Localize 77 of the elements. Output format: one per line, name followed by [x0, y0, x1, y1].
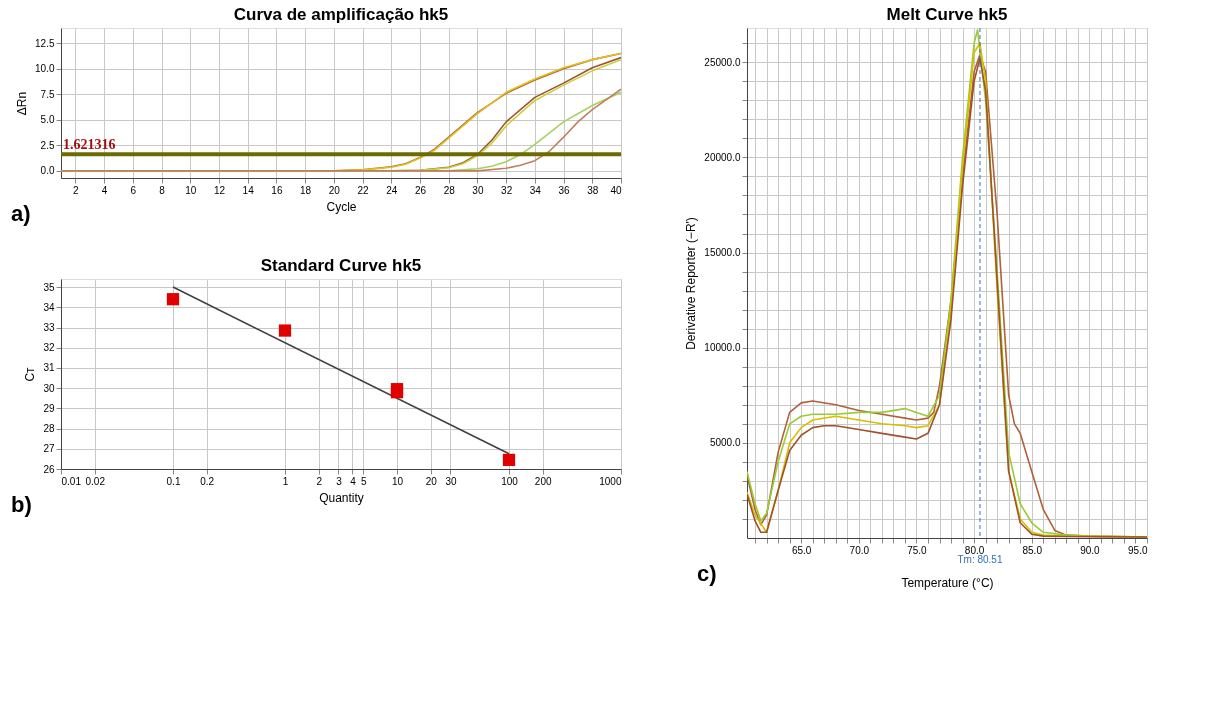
x-tick-label: 100: [501, 475, 519, 487]
y-tick-label: 5000.0: [709, 437, 741, 449]
text: b): [11, 492, 32, 517]
x-tick-label: 20: [425, 475, 438, 487]
x-tick-label: 0.01: [61, 475, 82, 487]
x-tick-label: 28: [443, 184, 456, 196]
y-tick-label: 35: [43, 281, 55, 293]
y-tick-label: 29: [43, 402, 55, 414]
x-tick-label: 85.0: [1022, 544, 1043, 556]
chart-title: Curva de amplificação hk5: [233, 5, 449, 24]
x-tick-label: 24: [386, 184, 398, 196]
y-tick-label: 2.5: [40, 139, 55, 151]
x-tick-label: 90.0: [1080, 544, 1101, 556]
x-tick-label: 32: [501, 184, 513, 196]
x-tick-label: 0.2: [200, 475, 215, 487]
x-tick-label: 30: [472, 184, 484, 196]
x-tick-label: 95.0: [1128, 544, 1148, 556]
x-tick-label: 14: [242, 184, 255, 196]
y-tick-label: 10.0: [35, 63, 55, 75]
x-tick-label: 0.1: [166, 475, 181, 487]
chart-title: Standard Curve hk5: [260, 256, 422, 275]
y-tick-label: 12.5: [35, 37, 55, 49]
x-tick-label: 5: [361, 475, 367, 487]
y-tick-label: 30: [43, 382, 55, 394]
text: a): [11, 201, 31, 226]
y-tick-label: 20000.0: [704, 151, 741, 163]
y-tick-label: 28: [43, 423, 55, 435]
x-tick-label: 4: [350, 475, 357, 487]
y-tick-label: 32: [43, 342, 55, 354]
text: c): [697, 561, 717, 586]
y-tick-label: 27: [43, 443, 55, 455]
y-tick-label: 0.0: [40, 165, 55, 177]
x-tick-label: 3: [336, 475, 343, 487]
ref-line-label: 1.621316: [63, 137, 116, 153]
x-tick-label: 10: [185, 184, 197, 196]
x-axis-title: Quantity: [319, 490, 364, 505]
chart-title: Melt Curve hk5: [886, 4, 1008, 24]
x-tick-label: 26: [414, 184, 427, 196]
x-tick-label: 16: [271, 184, 283, 196]
y-tick-label: 10000.0: [704, 342, 741, 354]
y-tick-label: 34: [43, 301, 55, 313]
x-axis-title: Cycle: [326, 199, 357, 214]
y-tick-label: 25000.0: [704, 56, 741, 68]
x-tick-label: 2: [316, 475, 323, 487]
x-tick-label: 0.02: [85, 475, 106, 487]
x-tick-label: 65.0: [791, 544, 812, 556]
x-tick-label: 75.0: [907, 544, 928, 556]
x-tick-label: 30: [445, 475, 457, 487]
x-tick-label: 12: [213, 184, 226, 196]
y-tick-label: 5.0: [40, 114, 55, 126]
y-axis-title: Derivative Reporter (−R'): [684, 217, 699, 350]
x-tick-label: 70.0: [849, 544, 870, 556]
x-tick-label: 22: [357, 184, 370, 196]
x-tick-label: 34: [529, 184, 542, 196]
y-axis-title: Cт: [23, 366, 38, 382]
y-axis-title: ΔRn: [15, 91, 30, 116]
x-tick-label: 10: [391, 475, 404, 487]
x-tick-label: 20: [328, 184, 341, 196]
x-tick-label: 8: [159, 184, 166, 196]
x-tick-label: 40: [610, 184, 622, 196]
x-tick-label: 200: [534, 475, 552, 487]
x-tick-label: 1000: [599, 475, 622, 487]
ref-line-label: Tm: 80.51: [957, 554, 1003, 565]
x-axis-title: Temperature (°C): [901, 575, 994, 590]
x-tick-label: 18: [300, 184, 312, 196]
y-tick-label: 26: [43, 463, 55, 475]
x-tick-label: 2: [73, 184, 80, 196]
y-tick-label: 15000.0: [704, 247, 741, 259]
y-tick-label: 7.5: [40, 88, 55, 100]
y-tick-label: 33: [43, 322, 55, 334]
x-tick-label: 6: [130, 184, 137, 196]
x-tick-label: 38: [587, 184, 599, 196]
x-tick-label: 36: [558, 184, 571, 196]
x-tick-label: 4: [101, 184, 108, 196]
x-tick-label: 80.0: [964, 544, 985, 556]
x-tick-label: 1: [282, 475, 289, 487]
y-tick-label: 31: [43, 362, 55, 374]
